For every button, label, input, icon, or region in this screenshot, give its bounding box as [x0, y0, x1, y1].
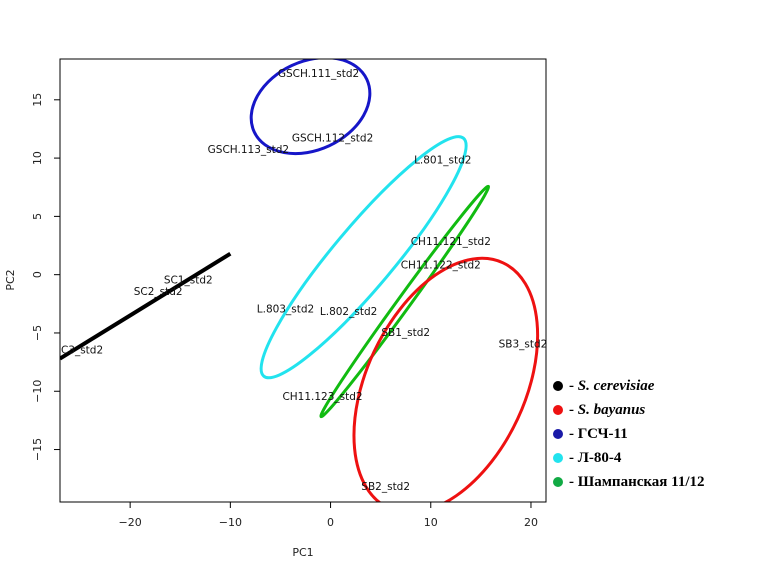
y-tick-label: 0 — [31, 271, 44, 278]
legend: - S. cerevisiae - S. bayanus - ГСЧ-11 - Л-8… — [553, 374, 773, 494]
legend-item: - S. bayanus — [553, 398, 773, 422]
x-tick-label: 0 — [327, 516, 334, 529]
x-tick-label: −20 — [119, 516, 142, 529]
point-label: CH11.122_std2 — [401, 259, 481, 271]
point-label: L.803_std2 — [257, 304, 314, 316]
x-axis-title: PC1 — [292, 546, 313, 559]
legend-item: - ГСЧ-11 — [553, 422, 773, 446]
legend-label: - ГСЧ-11 — [569, 425, 628, 442]
legend-label: - S. bayanus — [569, 401, 646, 418]
point-label: CH11.123_std2 — [282, 391, 362, 403]
point-label: SC1_std2 — [164, 275, 213, 287]
point-label: SB1_std2 — [381, 327, 430, 339]
legend-label: - Шампанская 11/12 — [569, 473, 705, 490]
y-tick-label: −15 — [31, 438, 44, 461]
ellipse-3 — [352, 256, 540, 502]
legend-dot-icon — [553, 405, 563, 415]
x-tick-label: 10 — [424, 516, 438, 529]
legend-label: - S. cerevisiae — [569, 377, 655, 394]
legend-item: - Шампанская 11/12 — [553, 470, 773, 494]
x-tick-label: −10 — [219, 516, 242, 529]
point-label: GSCH.112_std2 — [292, 132, 373, 144]
legend-item: - S. cerevisiae — [553, 374, 773, 398]
legend-label: - Л-80-4 — [569, 449, 622, 466]
point-label: C3_std2 — [61, 344, 103, 356]
point-label: SC2_std2 — [134, 286, 183, 298]
point-label: SB2_std2 — [361, 481, 410, 493]
group-line-0 — [60, 251, 232, 361]
legend-dot-icon — [553, 429, 563, 439]
plot-frame — [59, 58, 547, 503]
point-label: GSCH.111_std2 — [278, 68, 359, 80]
y-tick-label: −5 — [31, 325, 44, 341]
y-tick-label: 15 — [31, 93, 44, 107]
point-label: SB3_std2 — [499, 339, 548, 351]
point-label: L.801_std2 — [414, 154, 471, 166]
legend-dot-icon — [553, 477, 563, 487]
x-tick-label: 20 — [524, 516, 538, 529]
legend-item: - Л-80-4 — [553, 446, 773, 470]
y-axis-title: PC2 — [4, 269, 17, 290]
legend-dot-icon — [553, 453, 563, 463]
point-label: L.802_std2 — [320, 306, 377, 318]
point-label: GSCH.113_std2 — [208, 144, 289, 156]
legend-dot-icon — [553, 381, 563, 391]
ellipse-0 — [249, 59, 372, 156]
ellipse-2 — [319, 184, 491, 419]
y-tick-label: 5 — [31, 213, 44, 220]
y-tick-label: −10 — [31, 380, 44, 403]
point-label: CH11.121_std2 — [411, 236, 491, 248]
ellipse-1 — [259, 135, 468, 380]
y-tick-label: 10 — [31, 151, 44, 165]
